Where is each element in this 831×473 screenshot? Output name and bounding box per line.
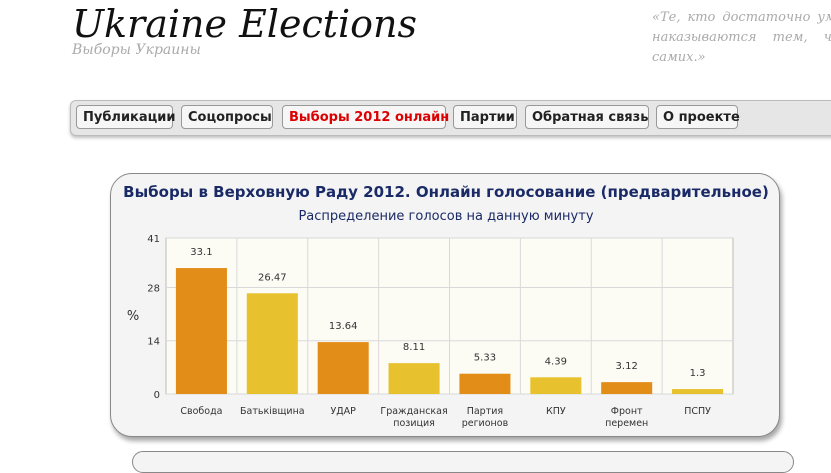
data-label: 4.39 (545, 356, 567, 367)
x-tick-label: перемен (605, 418, 648, 429)
x-tick-label: ПСПУ (684, 406, 711, 417)
y-axis-label: % (127, 309, 139, 324)
chart-title: Выборы в Верховную Раду 2012. Онлайн гол… (123, 183, 769, 201)
x-tick-label: Батьківщина (240, 406, 305, 417)
data-label: 3.12 (616, 361, 638, 372)
bar (459, 373, 511, 394)
bar (530, 377, 582, 394)
nav-item-about[interactable]: О проекте (656, 105, 740, 129)
y-tick-label: 41 (147, 234, 160, 245)
y-tick-label: 14 (147, 337, 160, 348)
x-tick-label: позиция (393, 418, 435, 429)
data-label: 1.3 (690, 368, 706, 379)
x-tick-label: КПУ (546, 406, 566, 417)
bar (601, 382, 653, 394)
nav-item-parties[interactable]: Партии (453, 105, 517, 129)
data-label: 33.1 (190, 247, 212, 258)
bar (175, 268, 227, 394)
data-label: 8.11 (403, 342, 425, 353)
y-tick-label: 28 (147, 283, 160, 294)
site-subtitle: Выборы Украины (72, 42, 201, 58)
bar (388, 363, 440, 394)
nav-item-polls[interactable]: Соцопросы (181, 105, 273, 129)
y-tick-label: 0 (154, 390, 160, 401)
x-tick-label: Гражданская (380, 406, 447, 417)
bar (317, 342, 369, 394)
chart-subtitle: Распределение голосов на данную минуту (298, 209, 594, 224)
data-label: 26.47 (258, 272, 287, 283)
site-title[interactable]: Ukraine Elections (72, 2, 418, 46)
nav-item-feedback[interactable]: Обратная связь (525, 105, 649, 129)
bar (672, 389, 724, 394)
x-tick-label: Фронт (611, 406, 643, 417)
header-quote: «Те, кто достаточно умен наказываются те… (652, 10, 831, 65)
data-label: 5.33 (474, 353, 496, 364)
x-tick-label: регионов (462, 418, 509, 429)
data-label: 13.64 (329, 321, 358, 332)
next-card (132, 451, 794, 473)
x-tick-label: УДАР (330, 406, 356, 417)
main-nav: Публикации Соцопросы Выборы 2012 онлайн … (70, 100, 831, 136)
x-tick-label: Свобода (180, 406, 222, 417)
nav-item-elections-2012-online[interactable]: Выборы 2012 онлайн (282, 105, 449, 129)
bar (246, 293, 298, 394)
nav-item-publications[interactable]: Публикации (76, 105, 176, 129)
chart-card: Выборы в Верховную Раду 2012. Онлайн гол… (110, 173, 780, 437)
bar-chart: 0 14 28 41% 33.1 Свобода 26.47 Батьківщина 13.64… (127, 234, 734, 429)
x-tick-label: Партия (467, 406, 503, 417)
